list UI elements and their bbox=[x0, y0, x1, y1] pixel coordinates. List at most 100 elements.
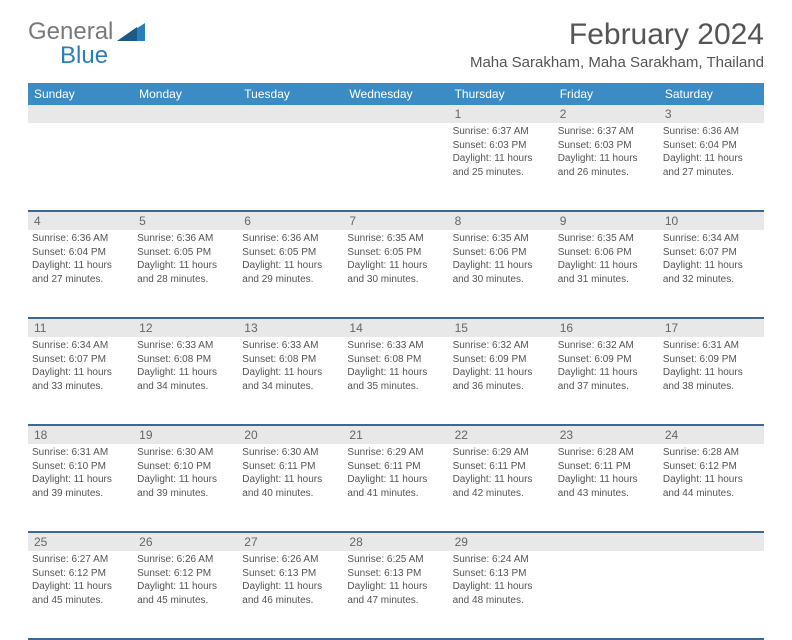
day-cell: Sunrise: 6:30 AMSunset: 6:11 PMDaylight:… bbox=[238, 444, 343, 532]
day-cell: Sunrise: 6:33 AMSunset: 6:08 PMDaylight:… bbox=[238, 337, 343, 425]
sunset-text: Sunset: 6:04 PM bbox=[32, 246, 129, 260]
sunrise-text: Sunrise: 6:35 AM bbox=[558, 232, 655, 246]
sunset-text: Sunset: 6:10 PM bbox=[137, 460, 234, 474]
day-number: 28 bbox=[343, 532, 448, 551]
day-cell: Sunrise: 6:37 AMSunset: 6:03 PMDaylight:… bbox=[554, 123, 659, 211]
daylight-text: Daylight: 11 hours bbox=[137, 366, 234, 380]
day-number: 12 bbox=[133, 318, 238, 337]
daylight-text: Daylight: 11 hours bbox=[453, 259, 550, 273]
day-number: 9 bbox=[554, 211, 659, 230]
day-cell bbox=[28, 123, 133, 211]
day-number: 10 bbox=[659, 211, 764, 230]
day-number-row: 11121314151617 bbox=[28, 318, 764, 337]
day-cell bbox=[133, 123, 238, 211]
daylight-text: and 48 minutes. bbox=[453, 594, 550, 608]
daylight-text: Daylight: 11 hours bbox=[32, 580, 129, 594]
sunset-text: Sunset: 6:08 PM bbox=[137, 353, 234, 367]
sunrise-text: Sunrise: 6:36 AM bbox=[137, 232, 234, 246]
daylight-text: Daylight: 11 hours bbox=[242, 580, 339, 594]
day-number: 3 bbox=[659, 105, 764, 123]
sunrise-text: Sunrise: 6:36 AM bbox=[242, 232, 339, 246]
logo-triangle-icon bbox=[117, 23, 145, 41]
day-number: 17 bbox=[659, 318, 764, 337]
day-number: 20 bbox=[238, 425, 343, 444]
sunset-text: Sunset: 6:13 PM bbox=[242, 567, 339, 581]
daylight-text: Daylight: 11 hours bbox=[663, 366, 760, 380]
day-header: Wednesday bbox=[343, 83, 448, 105]
day-number bbox=[133, 105, 238, 123]
daylight-text: and 26 minutes. bbox=[558, 166, 655, 180]
week-row: Sunrise: 6:37 AMSunset: 6:03 PMDaylight:… bbox=[28, 123, 764, 211]
sunrise-text: Sunrise: 6:33 AM bbox=[242, 339, 339, 353]
sunrise-text: Sunrise: 6:36 AM bbox=[663, 125, 760, 139]
daylight-text: Daylight: 11 hours bbox=[32, 259, 129, 273]
daylight-text: Daylight: 11 hours bbox=[347, 473, 444, 487]
sunrise-text: Sunrise: 6:26 AM bbox=[242, 553, 339, 567]
daylight-text: and 47 minutes. bbox=[347, 594, 444, 608]
sunrise-text: Sunrise: 6:31 AM bbox=[32, 446, 129, 460]
day-number: 16 bbox=[554, 318, 659, 337]
day-cell: Sunrise: 6:35 AMSunset: 6:06 PMDaylight:… bbox=[554, 230, 659, 318]
sunrise-text: Sunrise: 6:31 AM bbox=[663, 339, 760, 353]
day-number: 24 bbox=[659, 425, 764, 444]
sunrise-text: Sunrise: 6:32 AM bbox=[453, 339, 550, 353]
sunrise-text: Sunrise: 6:30 AM bbox=[242, 446, 339, 460]
day-number: 4 bbox=[28, 211, 133, 230]
day-cell: Sunrise: 6:31 AMSunset: 6:10 PMDaylight:… bbox=[28, 444, 133, 532]
daylight-text: Daylight: 11 hours bbox=[453, 152, 550, 166]
day-cell: Sunrise: 6:32 AMSunset: 6:09 PMDaylight:… bbox=[449, 337, 554, 425]
sunset-text: Sunset: 6:11 PM bbox=[242, 460, 339, 474]
daylight-text: Daylight: 11 hours bbox=[558, 473, 655, 487]
daylight-text: Daylight: 11 hours bbox=[453, 366, 550, 380]
sunset-text: Sunset: 6:05 PM bbox=[347, 246, 444, 260]
daylight-text: and 36 minutes. bbox=[453, 380, 550, 394]
sunrise-text: Sunrise: 6:34 AM bbox=[32, 339, 129, 353]
day-cell bbox=[238, 123, 343, 211]
sunrise-text: Sunrise: 6:37 AM bbox=[453, 125, 550, 139]
sunrise-text: Sunrise: 6:28 AM bbox=[663, 446, 760, 460]
sunrise-text: Sunrise: 6:25 AM bbox=[347, 553, 444, 567]
sunset-text: Sunset: 6:03 PM bbox=[453, 139, 550, 153]
day-cell: Sunrise: 6:26 AMSunset: 6:12 PMDaylight:… bbox=[133, 551, 238, 639]
month-title: February 2024 bbox=[470, 18, 764, 52]
day-cell: Sunrise: 6:29 AMSunset: 6:11 PMDaylight:… bbox=[343, 444, 448, 532]
daylight-text: Daylight: 11 hours bbox=[663, 259, 760, 273]
sunrise-text: Sunrise: 6:29 AM bbox=[453, 446, 550, 460]
daylight-text: and 40 minutes. bbox=[242, 487, 339, 501]
day-number bbox=[554, 532, 659, 551]
day-number: 1 bbox=[449, 105, 554, 123]
daylight-text: and 27 minutes. bbox=[663, 166, 760, 180]
sunset-text: Sunset: 6:05 PM bbox=[137, 246, 234, 260]
daylight-text: Daylight: 11 hours bbox=[663, 152, 760, 166]
week-row: Sunrise: 6:27 AMSunset: 6:12 PMDaylight:… bbox=[28, 551, 764, 639]
day-cell: Sunrise: 6:29 AMSunset: 6:11 PMDaylight:… bbox=[449, 444, 554, 532]
daylight-text: and 30 minutes. bbox=[347, 273, 444, 287]
day-number: 23 bbox=[554, 425, 659, 444]
logo: General Blue bbox=[28, 18, 147, 46]
daylight-text: Daylight: 11 hours bbox=[137, 259, 234, 273]
daylight-text: Daylight: 11 hours bbox=[32, 473, 129, 487]
sunset-text: Sunset: 6:06 PM bbox=[558, 246, 655, 260]
day-number: 26 bbox=[133, 532, 238, 551]
day-header-row: Sunday Monday Tuesday Wednesday Thursday… bbox=[28, 83, 764, 105]
day-cell: Sunrise: 6:35 AMSunset: 6:06 PMDaylight:… bbox=[449, 230, 554, 318]
day-cell: Sunrise: 6:31 AMSunset: 6:09 PMDaylight:… bbox=[659, 337, 764, 425]
day-number: 22 bbox=[449, 425, 554, 444]
daylight-text: Daylight: 11 hours bbox=[558, 259, 655, 273]
sunset-text: Sunset: 6:06 PM bbox=[453, 246, 550, 260]
day-cell bbox=[554, 551, 659, 639]
day-cell: Sunrise: 6:36 AMSunset: 6:04 PMDaylight:… bbox=[28, 230, 133, 318]
sunset-text: Sunset: 6:12 PM bbox=[32, 567, 129, 581]
day-cell: Sunrise: 6:27 AMSunset: 6:12 PMDaylight:… bbox=[28, 551, 133, 639]
day-number-row: 2526272829 bbox=[28, 532, 764, 551]
daylight-text: Daylight: 11 hours bbox=[347, 259, 444, 273]
day-number: 2 bbox=[554, 105, 659, 123]
calendar-table: Sunday Monday Tuesday Wednesday Thursday… bbox=[28, 83, 764, 640]
day-header: Tuesday bbox=[238, 83, 343, 105]
daylight-text: and 45 minutes. bbox=[32, 594, 129, 608]
sunset-text: Sunset: 6:10 PM bbox=[32, 460, 129, 474]
day-number: 6 bbox=[238, 211, 343, 230]
daylight-text: and 37 minutes. bbox=[558, 380, 655, 394]
daylight-text: and 27 minutes. bbox=[32, 273, 129, 287]
daylight-text: and 46 minutes. bbox=[242, 594, 339, 608]
